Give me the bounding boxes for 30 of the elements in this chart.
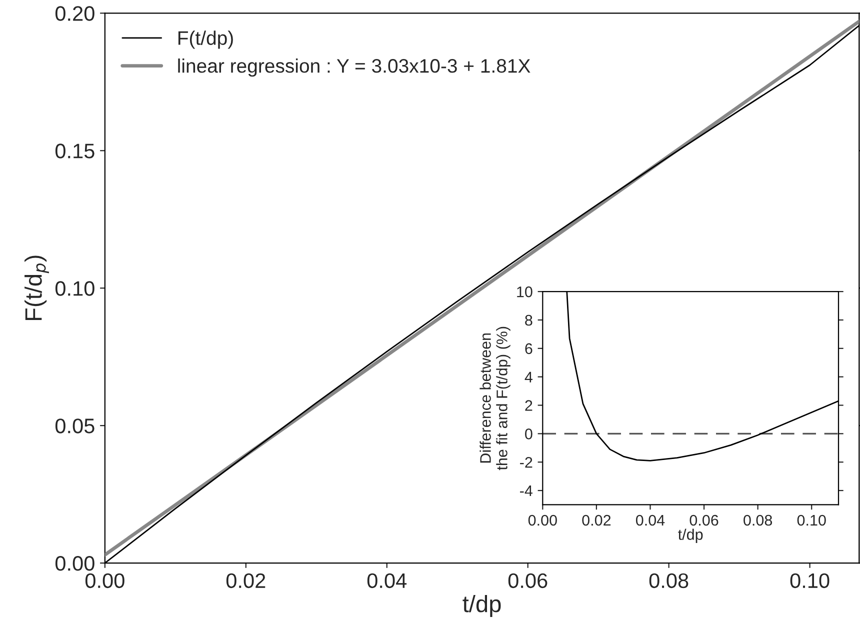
y-tick-label: 8 bbox=[525, 314, 532, 326]
y-tick-label: 0 bbox=[525, 428, 532, 440]
y-tick-label: -4 bbox=[520, 486, 532, 496]
x-tick-label: 0.08 bbox=[744, 514, 772, 526]
x-tick-label: 0.08 bbox=[649, 573, 688, 588]
legend-label: linear regression : Y = 3.03x10-3 + 1.81X bbox=[178, 58, 530, 77]
x-tick-label: 0.10 bbox=[797, 514, 826, 526]
y-tick-label: 10 bbox=[517, 286, 532, 298]
y-tick-label: 0.20 bbox=[55, 6, 94, 21]
y-tick-label: 2 bbox=[525, 400, 532, 411]
x-tick-label: 0.10 bbox=[790, 573, 830, 588]
x-tick-label: 0.06 bbox=[690, 514, 718, 526]
x-axis-title: t/dp bbox=[462, 594, 501, 617]
y-tick-label: -2 bbox=[520, 456, 532, 468]
x-tick-label: 0.06 bbox=[508, 573, 548, 588]
y-tick-label: 0.15 bbox=[55, 144, 94, 158]
y-tick-label: 0.10 bbox=[55, 281, 94, 296]
x-tick-label: 0.00 bbox=[85, 573, 124, 588]
y-axis-title: F(t/d$_{p}$) bbox=[24, 256, 49, 320]
x-axis-title: t/dp bbox=[678, 528, 703, 543]
y-tick-label: 0.00 bbox=[55, 556, 94, 571]
y-axis-title: Difference between the fit and F(t/dp) (%) bbox=[480, 326, 510, 470]
y-tick-label: 0.05 bbox=[55, 418, 94, 434]
x-tick-label: 0.02 bbox=[582, 514, 611, 526]
x-tick-label: 0.04 bbox=[636, 514, 665, 526]
y-tick-label: 4 bbox=[524, 372, 532, 382]
x-tick-label: 0.04 bbox=[367, 573, 407, 588]
x-tick-label: 0.02 bbox=[226, 573, 266, 588]
legend-label: F(t/dp) bbox=[178, 30, 233, 49]
y-tick-label: 6 bbox=[525, 343, 532, 354]
